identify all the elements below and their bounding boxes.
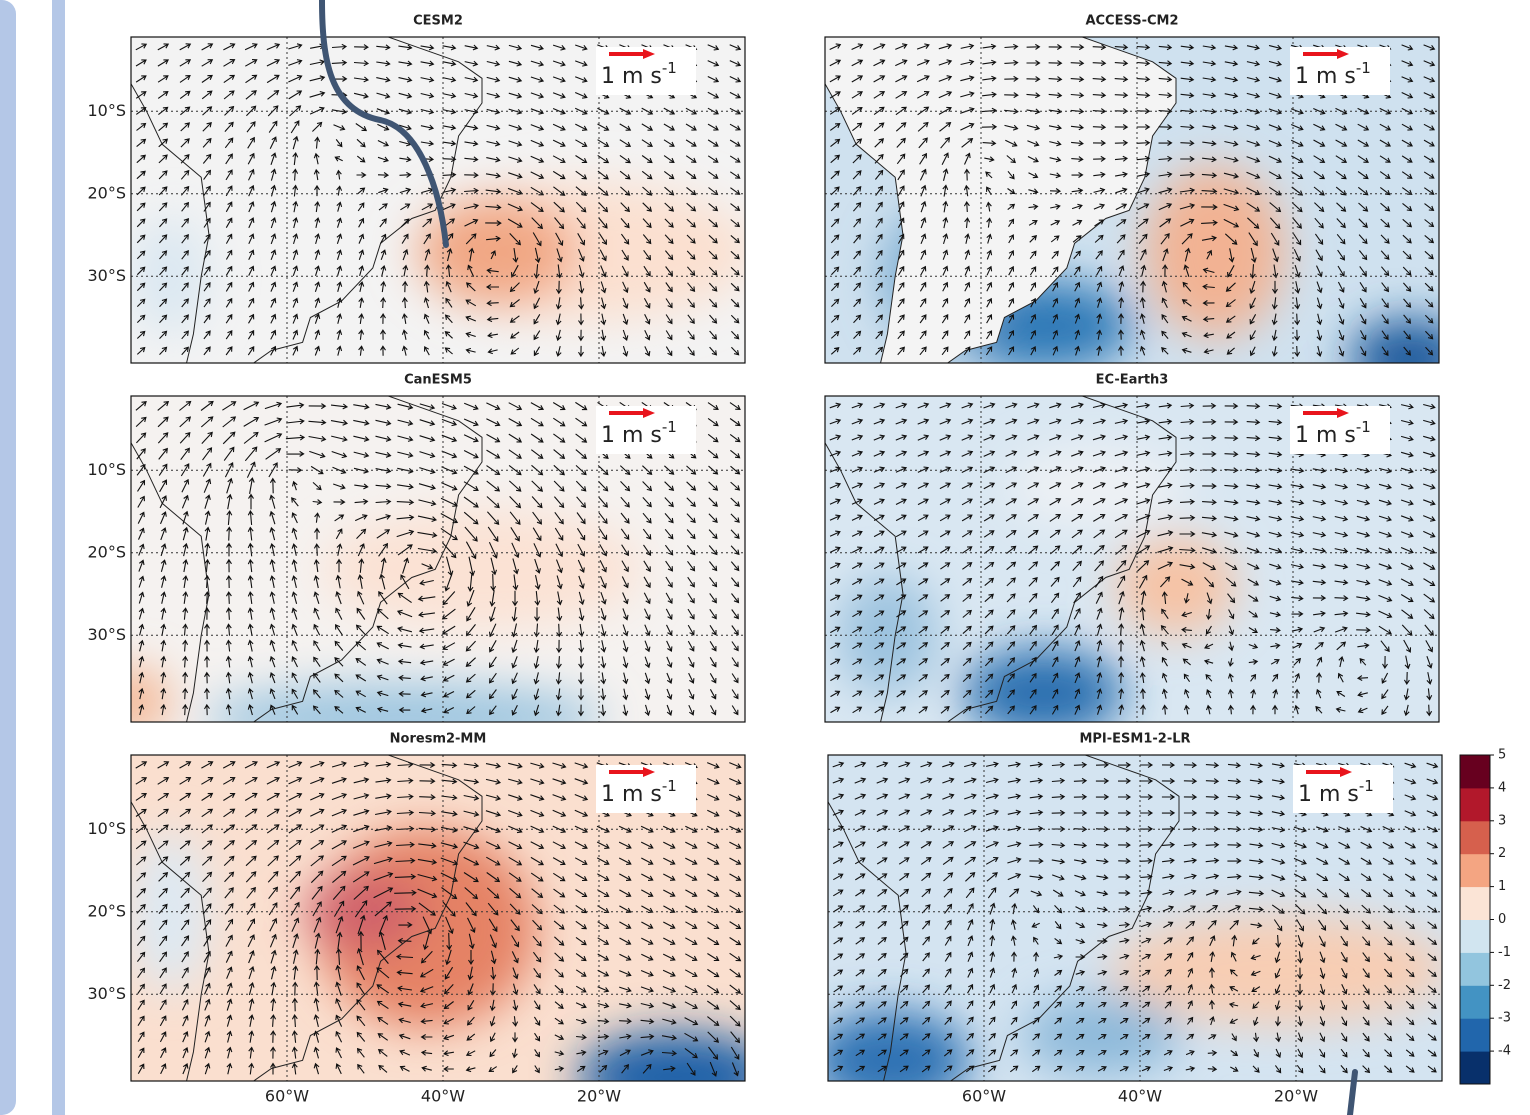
colorbar-band [1460,1051,1490,1084]
reference-unit: 1 m s [601,423,662,448]
map-body: 1 m s-1 [810,747,1450,1110]
lon-tick-label: 20°W [1274,1087,1318,1106]
colorbar-tick-label: -1 [1498,945,1511,960]
panel-title: CESM2 [413,14,463,29]
colorbar-tick-label: -2 [1498,978,1511,993]
panel-title: CanESM5 [404,373,472,388]
panel-title: EC-Earth3 [1096,373,1169,388]
colorbar-tick-label: 0 [1498,912,1506,927]
colorbar-band [1460,854,1490,887]
lat-tick-label: 30°S [87,266,126,285]
lat-tick-label: 20°S [87,901,126,920]
panel-title: MPI-ESM1-2-LR [1079,732,1190,747]
panel-title: ACCESS-CM2 [1085,14,1178,29]
colorbar-band [1460,985,1490,1018]
colorbar-band [1460,788,1490,821]
field-blob [1110,915,1450,1025]
lat-tick-label: 20°S [87,542,126,561]
colorbar-tick-label: 3 [1498,813,1506,828]
colorbar-tick-label: 4 [1498,780,1506,795]
lat-tick-label: 10°S [87,101,126,120]
lat-tick-label: 10°S [87,460,126,479]
lat-tick-label: 30°S [87,984,126,1003]
panel-title: Noresm2-MM [390,732,487,747]
reference-exponent: -1 [662,418,677,436]
map-body: 1 m s-1 [817,388,1439,738]
reference-unit: 1 m s [601,64,662,89]
field-blob [1116,536,1236,636]
reference-unit: 1 m s [601,782,662,807]
reference-unit: 1 m s [1295,423,1356,448]
reference-exponent: -1 [662,59,677,77]
colorbar-tick-label: 2 [1498,846,1506,861]
reference-unit: 1 m s [1295,64,1356,89]
map-body: 1 m s-1 [91,388,745,753]
colorbar-band [1460,920,1490,953]
figure: 1 m s-1CESM210°S20°S30°S1 m s-1ACCESS-CM… [0,0,1530,1115]
colorbar-tick-label: -3 [1498,1011,1511,1026]
lat-tick-label: 10°S [87,819,126,838]
lat-tick-label: 20°S [87,183,126,202]
lon-tick-label: 20°W [577,1087,621,1106]
reference-exponent: -1 [1356,59,1371,77]
colorbar-band [1460,1018,1490,1051]
colorbar-band [1460,755,1490,788]
map-panel: 1 m s-1 CESM2 10°S 20°S 30°S [87,14,753,368]
field-blob [837,575,937,695]
reference-unit: 1 m s [1298,782,1359,807]
side-bar [0,0,16,1115]
lat-tick-label: 30°S [87,625,126,644]
colorbar-band [1460,887,1490,920]
reference-exponent: -1 [662,777,677,795]
field-blob [1021,996,1181,1076]
colorbar-band [1460,821,1490,854]
reference-exponent: -1 [1356,418,1371,436]
side-bar [52,0,65,1115]
lon-tick-label: 40°W [1118,1087,1162,1106]
lon-tick-label: 40°W [421,1087,465,1106]
map-panel: 1 m s-1EC-Earth3 [817,373,1439,739]
lon-tick-label: 60°W [962,1087,1006,1106]
lon-tick-label: 60°W [265,1087,309,1106]
colorbar-band [1460,952,1490,985]
colorbar-tick-label: 5 [1498,748,1506,763]
map-body: 1 m s-1 [817,29,1470,399]
colorbar-tick-label: -4 [1498,1044,1511,1059]
map-body: 1 m s-1 [123,747,777,1115]
colorbar-tick-label: 1 [1498,879,1506,894]
field-blob [322,509,642,629]
reference-exponent: -1 [1359,777,1374,795]
